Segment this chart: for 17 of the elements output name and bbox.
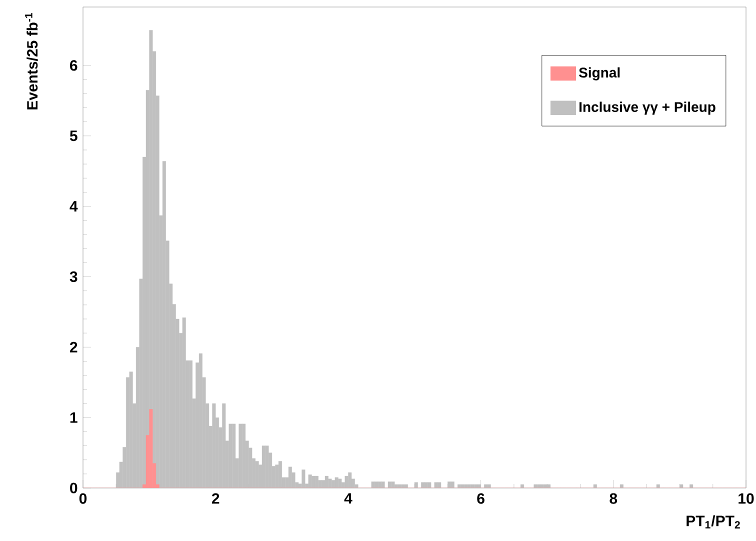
y-tick-label: 3 xyxy=(70,271,78,282)
x-tick-label: 4 xyxy=(344,493,352,504)
y-tick-label: 6 xyxy=(70,60,78,71)
legend-label: Inclusive γγ + Pileup xyxy=(580,102,716,115)
y-tick-label: 0 xyxy=(70,482,78,494)
y-tick-label: 5 xyxy=(70,130,78,142)
x-tick-label: 0 xyxy=(79,493,87,504)
legend-label: Signal xyxy=(578,67,620,80)
x-axis-title: PT$_{1}$/PT$_{2}$ xyxy=(686,515,740,528)
x-tick-label: 10 xyxy=(738,493,754,504)
y-tick-label: 4 xyxy=(70,201,78,212)
x-tick-label: 2 xyxy=(212,493,220,504)
x-tick-label: 8 xyxy=(610,493,618,504)
y-tick-label: 2 xyxy=(70,342,78,352)
y-tick-label: 1 xyxy=(70,412,78,423)
y-axis-title: Events/25 fb$^{-1}$ xyxy=(25,12,38,110)
x-tick-label: 6 xyxy=(477,493,484,504)
